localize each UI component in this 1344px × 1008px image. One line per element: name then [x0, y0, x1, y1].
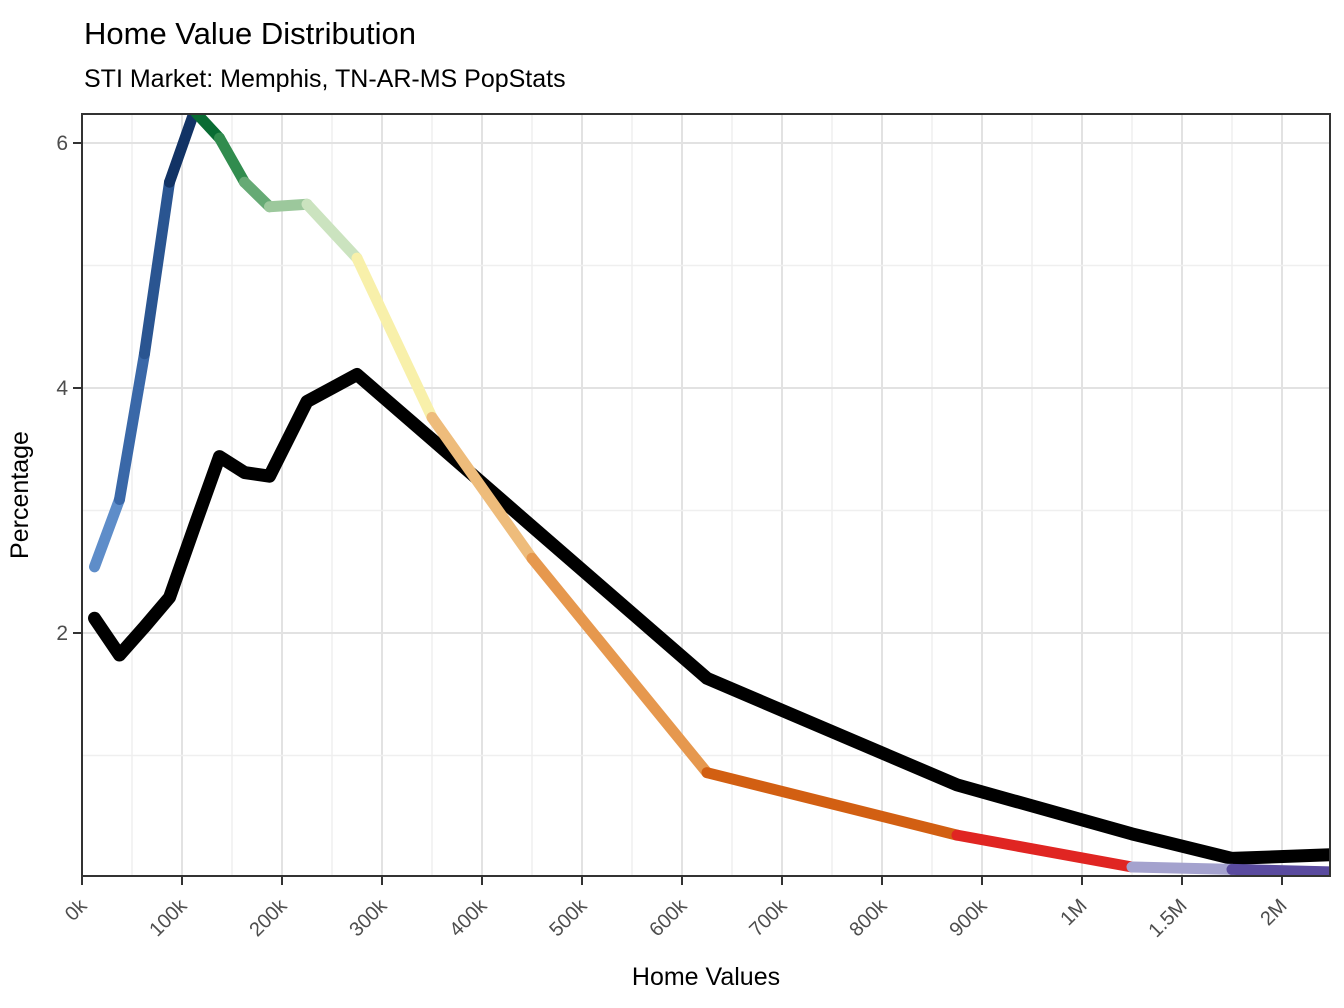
rainbow-series-segment — [1226, 863, 1330, 876]
rainbow-series-segment — [264, 198, 313, 213]
rainbow-series-segment — [426, 411, 538, 564]
rainbow-series-segment — [951, 829, 1138, 873]
rainbow-series-segment — [701, 767, 963, 841]
x-tick-label: 0k — [61, 894, 92, 925]
x-tick-label: 600k — [645, 894, 692, 941]
rainbow-series-segment — [189, 114, 225, 144]
rainbow-series-segment — [526, 552, 713, 779]
chart-title: Home Value Distribution — [84, 16, 416, 51]
rainbow-series-segment — [89, 493, 125, 573]
panel-border — [81, 113, 1331, 877]
y-tick-label: 6 — [56, 132, 68, 155]
x-tick-label: 2M — [1256, 895, 1291, 930]
rainbow-series-segment — [301, 198, 363, 264]
x-tick-label: 200k — [245, 894, 292, 941]
x-tick-label: 1.5M — [1145, 895, 1192, 942]
y-axis-title: Percentage — [6, 431, 34, 559]
x-tick-label: 900k — [945, 894, 992, 941]
rainbow-series-segment — [214, 132, 250, 188]
x-tick-label: 800k — [845, 894, 892, 941]
rainbow-series-segment — [351, 252, 438, 423]
rainbow-series-segment — [139, 176, 175, 360]
rainbow-series-segment — [164, 114, 200, 188]
series-layer — [88, 114, 1330, 876]
black-series-line — [88, 368, 1330, 865]
gridline-layer — [82, 114, 1330, 876]
x-tick-label: 300k — [345, 894, 392, 941]
chart-subtitle: STI Market: Memphis, TN-AR-MS PopStats — [84, 65, 566, 93]
rainbow-series-segment — [114, 348, 150, 505]
y-tick-label: 4 — [56, 377, 68, 400]
x-tick-label: 1M — [1056, 895, 1091, 930]
rainbow-series-segment — [1126, 861, 1238, 875]
panel-background — [82, 114, 1330, 876]
rainbow-series-segment — [239, 176, 275, 213]
y-tick-label: 2 — [56, 622, 68, 645]
x-tick-label: 100k — [145, 894, 192, 941]
x-tick-label: 500k — [545, 894, 592, 941]
x-tick-label: 700k — [745, 894, 792, 941]
x-axis-title: Home Values — [632, 963, 780, 991]
x-tick-label: 400k — [445, 894, 492, 941]
